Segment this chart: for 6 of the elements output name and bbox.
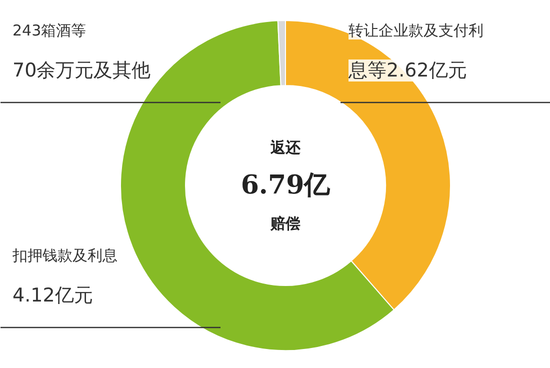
text: 赔偿: [270, 214, 300, 232]
text: 6.79亿: [240, 170, 332, 200]
category-label: 扣押钱款及利息4.12亿元: [12, 246, 118, 306]
text: 返还: [270, 138, 302, 156]
category-label: 转让企业款及支付利息等2.62亿元: [348, 22, 484, 82]
category-label: 243箱酒等70余万元及其他: [12, 22, 151, 82]
